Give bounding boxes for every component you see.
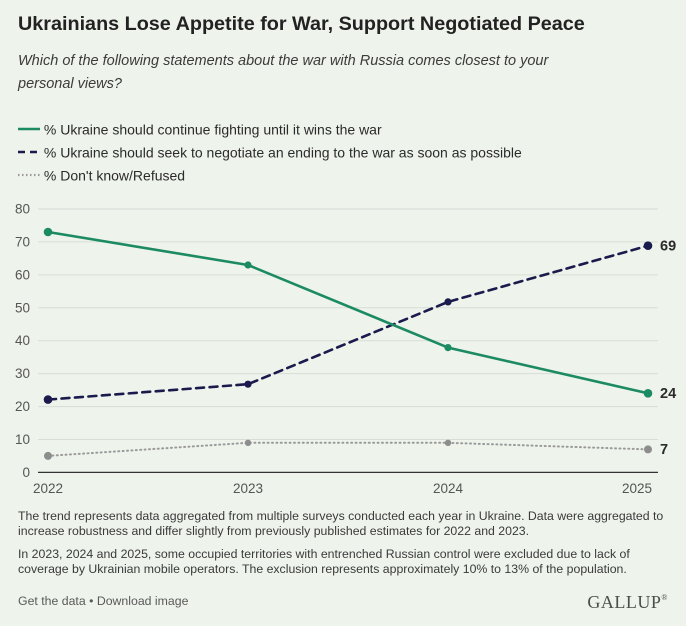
svg-text:2024: 2024 [433, 481, 464, 495]
svg-text:50: 50 [15, 300, 30, 315]
svg-text:10: 10 [15, 432, 30, 447]
svg-text:20: 20 [15, 399, 30, 414]
svg-text:40: 40 [15, 333, 30, 348]
svg-text:80: 80 [15, 202, 30, 217]
svg-text:60: 60 [15, 267, 30, 282]
svg-text:30: 30 [15, 366, 30, 381]
svg-text:7: 7 [660, 442, 668, 458]
svg-text:69: 69 [660, 239, 676, 255]
svg-text:70: 70 [15, 234, 30, 249]
svg-text:2023: 2023 [233, 481, 263, 495]
svg-text:0: 0 [22, 465, 30, 480]
svg-text:2025: 2025 [622, 481, 652, 495]
svg-text:2022: 2022 [33, 481, 63, 495]
svg-text:24: 24 [660, 386, 676, 402]
